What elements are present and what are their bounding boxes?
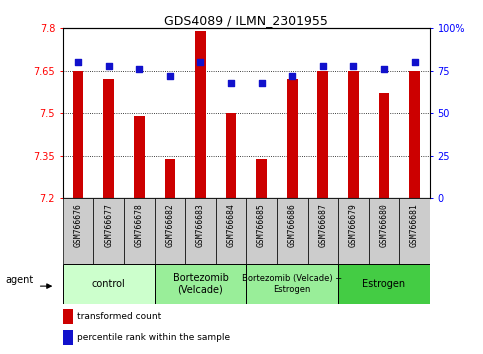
Point [411, 59, 418, 65]
Point [288, 73, 296, 79]
Point [380, 66, 388, 72]
Text: GSM766684: GSM766684 [227, 204, 236, 247]
Bar [277, 198, 308, 264]
Bar [287, 79, 298, 198]
Bar [63, 198, 93, 264]
Bar [103, 79, 114, 198]
Bar [348, 71, 359, 198]
Bar [63, 309, 73, 324]
Bar [216, 198, 246, 264]
Bar [63, 264, 155, 304]
Text: GSM766681: GSM766681 [410, 204, 419, 247]
Text: control: control [92, 279, 126, 289]
Text: Bortezomib
(Velcade): Bortezomib (Velcade) [172, 273, 228, 295]
Text: percentile rank within the sample: percentile rank within the sample [77, 333, 230, 342]
Bar [73, 71, 84, 198]
Bar [409, 71, 420, 198]
Point [350, 63, 357, 69]
Bar [195, 31, 206, 198]
Point [74, 59, 82, 65]
Bar [185, 198, 216, 264]
Bar [93, 198, 124, 264]
Bar [399, 198, 430, 264]
Text: GSM766682: GSM766682 [165, 204, 174, 247]
Text: GSM766679: GSM766679 [349, 204, 358, 247]
Bar [124, 198, 155, 264]
Bar [246, 198, 277, 264]
Bar [256, 159, 267, 198]
Bar [155, 198, 185, 264]
Bar [165, 159, 175, 198]
Point [227, 80, 235, 86]
Text: agent: agent [5, 275, 33, 285]
Point [197, 59, 204, 65]
Title: GDS4089 / ILMN_2301955: GDS4089 / ILMN_2301955 [164, 14, 328, 27]
Bar [226, 113, 236, 198]
Bar [134, 116, 144, 198]
Point [166, 73, 174, 79]
Point [105, 63, 113, 69]
Point [135, 66, 143, 72]
Bar [63, 330, 73, 345]
Text: GSM766687: GSM766687 [318, 204, 327, 247]
Text: GSM766676: GSM766676 [73, 204, 83, 247]
Bar [246, 264, 338, 304]
Bar [338, 198, 369, 264]
Text: Estrogen: Estrogen [362, 279, 406, 289]
Text: Bortezomib (Velcade) +
Estrogen: Bortezomib (Velcade) + Estrogen [242, 274, 342, 294]
Text: transformed count: transformed count [77, 312, 161, 321]
Text: GSM766680: GSM766680 [380, 204, 388, 247]
Text: GSM766685: GSM766685 [257, 204, 266, 247]
Bar [317, 71, 328, 198]
Point [258, 80, 266, 86]
Bar [308, 198, 338, 264]
Bar [379, 93, 389, 198]
Point [319, 63, 327, 69]
Text: GSM766678: GSM766678 [135, 204, 144, 247]
Bar [155, 264, 246, 304]
Text: GSM766683: GSM766683 [196, 204, 205, 247]
Bar [369, 198, 399, 264]
Text: GSM766686: GSM766686 [288, 204, 297, 247]
Bar [338, 264, 430, 304]
Text: GSM766677: GSM766677 [104, 204, 113, 247]
